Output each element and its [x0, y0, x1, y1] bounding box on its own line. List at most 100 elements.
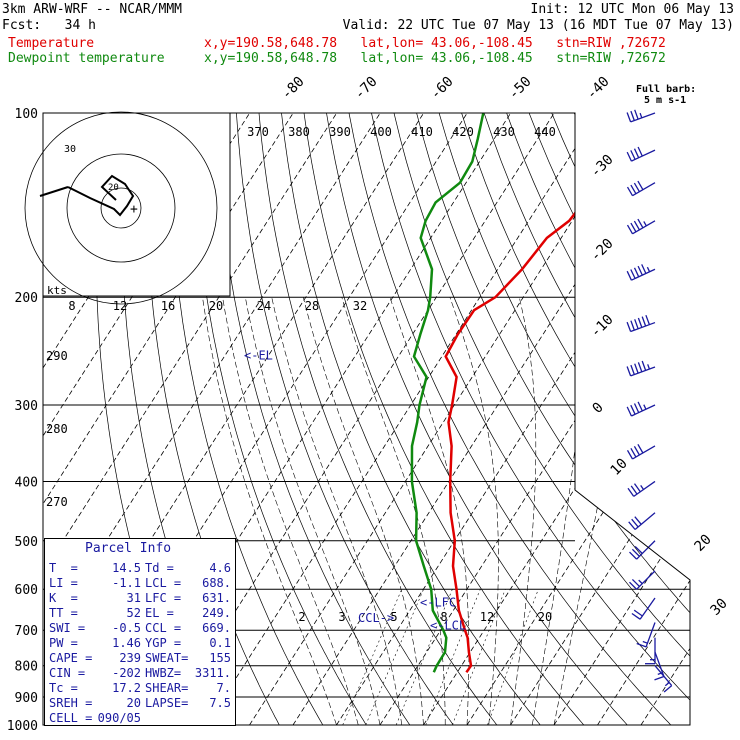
isotherm-line — [466, 113, 690, 725]
isotherm-label: -20 — [588, 236, 617, 265]
valid-time: Valid: 22 UTC Tue 07 May 13 (16 MDT Tue … — [342, 18, 734, 33]
pressure-label: 500 — [15, 535, 38, 550]
dry-adiabat-line — [618, 113, 690, 725]
dry-adiabat-line — [641, 113, 690, 725]
parcel-info-cell: TT = — [49, 606, 78, 620]
parcel-info-cell: 7.5 — [209, 696, 231, 710]
isotherm-label: 30 — [708, 596, 731, 619]
isotherm-label: 10 — [608, 456, 631, 479]
isotherm-line — [43, 113, 338, 725]
wind-barb — [626, 180, 656, 197]
wind-barb-flag — [630, 364, 635, 375]
theta-label: 430 — [493, 125, 515, 139]
hodograph-speed-label: 28 — [305, 299, 319, 313]
dry-adiabat-line — [551, 113, 690, 725]
parcel-info-box: Parcel Info T = 14.5 Td = 4.6 LI = -1.1 LCL = 6… — [44, 538, 236, 726]
wind-barb-flag — [630, 404, 636, 415]
temperature-location: x,y=190.58,648.78 lat,lon= 43.06,-108.45… — [204, 36, 666, 51]
dry-adiabat-line — [732, 113, 740, 725]
dry-adiabat-line — [371, 113, 690, 725]
wind-barb-staff — [654, 651, 665, 677]
wind-barb-staff — [634, 512, 656, 530]
wind-barb — [626, 314, 656, 333]
parcel-info-cell: 1.46 — [112, 636, 141, 650]
parcel-info-cell: -1.1 — [112, 576, 141, 590]
storm-motion-marker: + — [130, 202, 138, 217]
hodograph-ring-label: 20 — [108, 183, 119, 193]
dry-adiabat-line — [393, 113, 690, 725]
dry-adiabat-line — [438, 113, 690, 725]
wind-barb-flag — [637, 362, 643, 373]
wind-barb-flag — [634, 319, 639, 329]
wind-barb-staff — [630, 366, 656, 377]
pressure-label: 1000 — [7, 719, 38, 734]
parcel-info-cell: CIN = — [49, 666, 86, 680]
isotherm-line — [553, 113, 690, 725]
hodograph-speed-label: 12 — [113, 299, 127, 313]
parcel-info-cell: SREH = — [49, 696, 93, 710]
wind-barb — [626, 443, 656, 460]
wind-barb — [626, 401, 656, 417]
mixing-ratio-line — [395, 589, 453, 725]
pressure-label: 100 — [15, 107, 38, 122]
wind-barb-flag — [629, 581, 638, 590]
isotherm-line — [43, 113, 251, 725]
wind-barb-flag — [633, 609, 643, 617]
theta-label: 440 — [534, 125, 556, 139]
isotherm-line — [510, 113, 690, 725]
level-marker: <-LCL — [430, 619, 466, 633]
isotherm-line — [292, 113, 686, 725]
wind-barb-staff — [632, 182, 656, 197]
parcel-info-cell: CAPE = — [49, 651, 93, 665]
level-marker: <-EL — [244, 348, 273, 362]
pressure-label: 600 — [15, 583, 38, 598]
level-marker: <-LFC — [420, 596, 456, 610]
parcel-info-row: SREH = 20 LAPSE= 7.5 — [49, 696, 233, 711]
dry-adiabat-line — [281, 113, 541, 725]
pressure-label: 400 — [15, 475, 38, 490]
wind-barb-flag — [630, 222, 637, 233]
wind-barb-half-flag — [640, 485, 645, 490]
hodograph-speed-label: 20 — [209, 299, 223, 313]
parcel-info-cell: CCL = — [145, 621, 182, 635]
wind-barb-half-flag — [646, 266, 651, 273]
wind-barb — [626, 146, 656, 162]
theta-label: 410 — [411, 125, 433, 139]
dewpoint-legend: Dewpoint temperature — [8, 51, 165, 66]
wind-barb-half-flag — [647, 364, 651, 370]
dry-adiabat-line — [528, 113, 690, 725]
wind-barb-flag — [626, 112, 632, 123]
dry-adiabat-line — [663, 113, 690, 725]
theta-label: 370 — [247, 125, 269, 139]
mixing-ratio-label: 12 — [480, 610, 494, 624]
dry-adiabat-line — [236, 113, 454, 725]
parcel-info-cell: EL = — [145, 606, 174, 620]
wind-barb-flag — [626, 366, 632, 377]
isotherm-label: -80 — [279, 74, 308, 103]
parcel-info-cell: 239 — [119, 651, 141, 665]
parcel-info-cell: 669. — [202, 621, 231, 635]
wind-barb-flag — [636, 642, 647, 648]
wind-barb-flag — [626, 270, 632, 281]
wind-barb — [631, 597, 656, 620]
parcel-info-cell: 3311. — [194, 666, 231, 680]
parcel-info-cell: 090/05 — [97, 711, 141, 725]
wind-barb — [626, 264, 656, 281]
wind-barb — [629, 570, 656, 590]
parcel-info-cell: 14.5 — [112, 561, 141, 575]
parcel-info-cell: YGP = — [145, 636, 182, 650]
parcel-info-row: LI = -1.1 LCL = 688. — [49, 576, 233, 591]
parcel-info-cell: -202 — [112, 666, 141, 680]
wind-barb-flag — [633, 182, 640, 193]
mixing-ratio-line — [452, 589, 506, 725]
parcel-info-row: SWI = -0.5 CCL = 669. — [49, 621, 233, 636]
parcel-info-cell: 20 — [126, 696, 141, 710]
parcel-info-cell: -0.5 — [112, 621, 141, 635]
isotherm-line — [249, 113, 642, 725]
moist-adiabat-line — [553, 297, 636, 725]
wind-barb-flag — [637, 218, 644, 229]
parcel-info-row: PW = 1.46 YGP = 0.1 — [49, 636, 233, 651]
isotherm-label: -30 — [588, 152, 617, 181]
hodograph-box — [42, 112, 231, 297]
moist-adiabat-line — [389, 297, 470, 725]
